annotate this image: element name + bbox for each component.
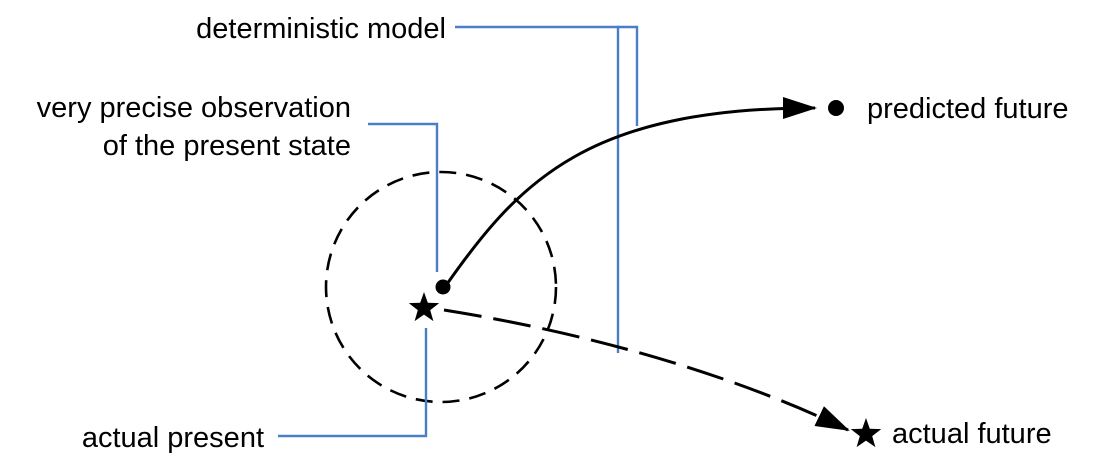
label-deterministic-model: deterministic model bbox=[196, 13, 446, 45]
leader-lines bbox=[278, 25, 639, 438]
actual-trajectory bbox=[443, 308, 850, 432]
label-observation-line2: of the present state bbox=[103, 130, 351, 162]
label-predicted-future: predicted future bbox=[867, 93, 1069, 125]
observed-state-dot-icon bbox=[435, 279, 451, 295]
predicted-trajectory bbox=[445, 97, 817, 285]
observation-leader bbox=[368, 122, 439, 272]
actual-present-star-icon bbox=[408, 292, 440, 322]
label-actual-present: actual present bbox=[82, 422, 264, 454]
deterministic-model-leader-outer bbox=[618, 25, 639, 126]
deterministic-model-leader-inner bbox=[455, 25, 620, 353]
predicted-future-dot-icon bbox=[828, 100, 844, 116]
label-actual-future: actual future bbox=[892, 418, 1052, 450]
actual-future-star-icon bbox=[850, 418, 882, 448]
label-observation-line1: very precise observation bbox=[37, 92, 351, 124]
uncertainty-circle bbox=[324, 170, 558, 404]
actual-present-leader bbox=[278, 328, 428, 438]
